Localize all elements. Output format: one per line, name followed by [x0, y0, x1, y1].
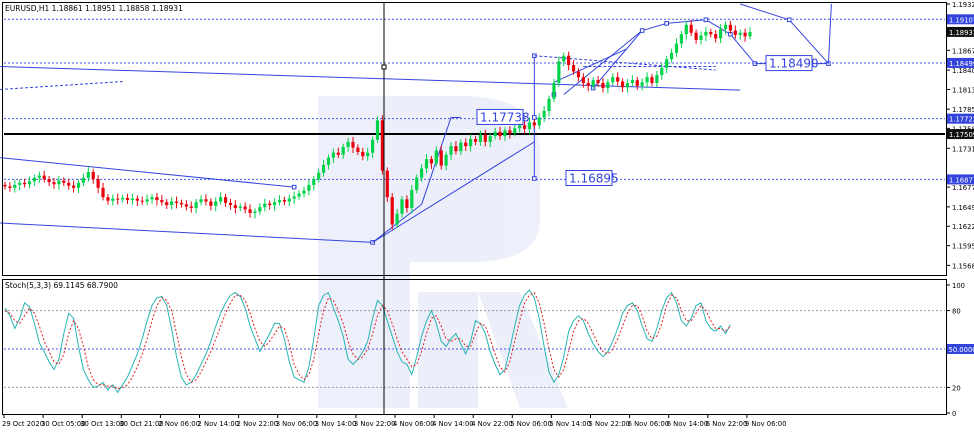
- stoch-header: Stoch(5,3,3) 69.1145 68.7900: [5, 281, 118, 290]
- svg-text:1.16895: 1.16895: [569, 171, 619, 185]
- time-axis-label: 4 Nov 06:00: [393, 420, 435, 428]
- svg-text:1.17738: 1.17738: [480, 110, 530, 124]
- node-a: [292, 185, 296, 189]
- stoch-axis-label: 100: [952, 282, 965, 290]
- time-axis-label: 5 Nov 14:00: [549, 420, 591, 428]
- time-axis-label: 2 Nov 06:00: [158, 420, 200, 428]
- time-axis-label: 9 Nov 06:00: [745, 420, 787, 428]
- stoch-axis-label: 20: [952, 384, 961, 392]
- candle: [391, 193, 394, 230]
- stoch-axis-label: 50.0000: [949, 346, 974, 354]
- axis-price-label: 1.16225: [952, 223, 974, 231]
- axis-price-label: 1.19320: [952, 1, 974, 9]
- time-axis-label: 3 Nov 14:00: [315, 420, 357, 428]
- time-axis-label: 3 Nov 06:00: [276, 420, 318, 428]
- axis-price-label: 1.19107: [949, 16, 974, 24]
- time-axis-label: 30 Oct 21:00: [119, 420, 163, 428]
- node-d: [533, 177, 537, 181]
- axis-price-label: 1.17855: [952, 106, 974, 114]
- time-axis-label: 4 Nov 22:00: [471, 420, 513, 428]
- axis-price-label: 1.17509: [949, 131, 974, 139]
- time-axis-label: 30 Oct 13:00: [80, 420, 124, 428]
- time-axis-label: 5 Nov 22:00: [589, 420, 631, 428]
- axis-price-label: 1.18675: [952, 47, 974, 55]
- crosshair-marker: [382, 65, 386, 69]
- time-axis-label: 6 Nov 14:00: [667, 420, 709, 428]
- time-axis-label: 30 Oct 05:00: [41, 420, 85, 428]
- node-i: [665, 22, 669, 26]
- price-label-mid: 1.17738: [477, 109, 530, 124]
- stoch-axis-label: 80: [952, 308, 961, 316]
- time-axis-label: 4 Nov 14:00: [432, 420, 474, 428]
- time-axis-label: 29 Oct 2020: [2, 420, 44, 428]
- price-label-target: 1.18490: [766, 56, 819, 71]
- time-axis-label: 6 Nov 22:00: [706, 420, 748, 428]
- node-e: [533, 116, 537, 120]
- time-axis-label: 2 Nov 22:00: [237, 420, 279, 428]
- price-label-low: 1.16895: [566, 170, 619, 185]
- axis-price-label: 1.18130: [952, 86, 974, 94]
- node-n: [787, 18, 791, 22]
- axis-price-label: 1.15955: [952, 243, 974, 251]
- time-axis-label: 5 Nov 06:00: [510, 420, 552, 428]
- node-j: [704, 18, 708, 22]
- time-axis-label: 3 Nov 22:00: [354, 420, 396, 428]
- svg-text:1.18490: 1.18490: [769, 57, 819, 71]
- axis-price-label: 1.16495: [952, 204, 974, 212]
- axis-price-label: 1.17723: [949, 116, 974, 124]
- node-h: [640, 29, 644, 33]
- time-axis-label: 6 Nov 06:00: [628, 420, 670, 428]
- axis-price-label: 1.18931: [949, 29, 974, 37]
- time-axis-label: 2 Nov 14:00: [198, 420, 240, 428]
- candle: [386, 167, 389, 201]
- axis-price-label: 1.16770: [952, 184, 974, 192]
- stoch-axis-label: 0: [952, 410, 956, 418]
- axis-price-label: 1.15680: [952, 262, 974, 270]
- axis-price-label: 1.18400: [952, 67, 974, 75]
- axis-price-label: 1.17310: [952, 145, 974, 153]
- chart-symbol-header: EURUSD,H1 1.18861 1.18951 1.18858 1.1893…: [5, 4, 183, 13]
